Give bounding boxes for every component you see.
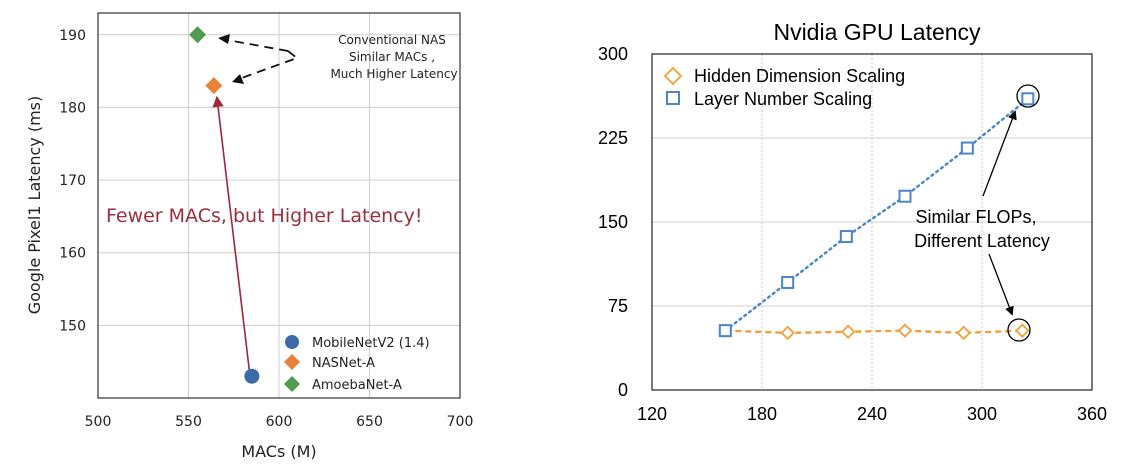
legend-nasnet-marker bbox=[284, 354, 300, 370]
annotation-arrow-down bbox=[988, 253, 1014, 316]
layer-number-scaling-point bbox=[898, 189, 912, 203]
hidden-dimension-scaling-point bbox=[1015, 323, 1030, 338]
left-x-tick-label: 500 bbox=[85, 414, 112, 430]
right-x-tick-label: 180 bbox=[747, 404, 777, 424]
hidden-dimension-scaling-point bbox=[956, 325, 971, 341]
legend-amoebanet-marker bbox=[284, 376, 300, 392]
legend-layer-number-label: Layer Number Scaling bbox=[694, 89, 872, 109]
layer-number-scaling-point bbox=[718, 324, 732, 338]
right-grid bbox=[652, 54, 1092, 390]
left-x-tick-label: 600 bbox=[266, 414, 293, 430]
right-x-tick-label: 300 bbox=[967, 404, 997, 424]
layer-number-scaling-point bbox=[960, 141, 974, 155]
left-y-tick-label: 170 bbox=[59, 173, 86, 189]
conventional-nas-text-line3: Much Higher Latency bbox=[330, 67, 457, 81]
left-x-tick-label: 550 bbox=[175, 414, 202, 430]
right-data-marks bbox=[718, 92, 1035, 341]
right-x-tick-label: 120 bbox=[637, 404, 667, 424]
similar-flops-text-line1: Similar FLOPs, bbox=[915, 207, 1036, 227]
conventional-nas-text-line2: Similar MACs , bbox=[349, 50, 435, 64]
left-y-tick-label: 180 bbox=[59, 100, 86, 116]
left-x-tick-label: 700 bbox=[447, 414, 474, 430]
legend-mobilenetv2-marker bbox=[285, 335, 299, 349]
left-y-tick-label: 160 bbox=[59, 246, 86, 262]
hidden-dimension-scaling-point bbox=[780, 325, 795, 341]
right-plot-frame bbox=[651, 53, 1093, 391]
layer-number-scaling-point bbox=[1021, 92, 1035, 106]
right-x-tick-label: 240 bbox=[857, 404, 887, 424]
legend-hidden-dimension-marker bbox=[663, 66, 683, 86]
layer-number-scaling-point bbox=[781, 275, 795, 289]
similar-flops-annotation: Similar FLOPs, Different Latency bbox=[914, 84, 1050, 342]
legend-mobilenetv2-label: MobileNetV2 (1.4) bbox=[312, 336, 430, 351]
left-y-axis-label: Google Pixel1 Latency (ms) bbox=[25, 96, 44, 315]
annotation-arrow-up bbox=[982, 110, 1017, 197]
left-grid bbox=[98, 13, 460, 398]
left-tick-labels: 500 550 600 650 700 150 160 170 180 190 bbox=[59, 28, 473, 430]
highlight-circle-layer-scaling bbox=[1016, 84, 1040, 108]
conventional-nas-bracket bbox=[221, 38, 299, 81]
fewer-macs-arrow bbox=[212, 95, 251, 377]
right-y-tick-label: 75 bbox=[608, 296, 628, 316]
hidden-dimension-scaling-point bbox=[840, 324, 856, 340]
right-y-tick-label: 225 bbox=[598, 128, 628, 148]
hidden-dimension-scaling-line bbox=[725, 329, 1023, 335]
right-tick-labels: 120 180 240 300 360 0 75 150 225 300 bbox=[598, 44, 1107, 424]
right-y-tick-label: 150 bbox=[598, 212, 628, 232]
conventional-nas-text-line1: Conventional NAS bbox=[338, 33, 446, 47]
similar-flops-text-line2: Different Latency bbox=[914, 231, 1050, 251]
layer-number-scaling-line bbox=[724, 97, 1030, 332]
left-x-axis-label: MACs (M) bbox=[241, 442, 316, 461]
left-x-tick-label: 650 bbox=[356, 414, 383, 430]
arrowhead-to-amoebanet bbox=[218, 34, 230, 44]
left-plot-frame bbox=[97, 12, 461, 399]
arrowhead-to-nasnet bbox=[232, 74, 244, 84]
conventional-nas-annotation: Conventional NAS Similar MACs , Much Hig… bbox=[218, 33, 458, 84]
right-legend: Hidden Dimension Scaling Layer Number Sc… bbox=[663, 66, 905, 109]
left-data-marks bbox=[189, 26, 260, 384]
gpu-latency-chart: Nvidia GPU Latency 120 180 240 300 360 0 75 150… bbox=[598, 19, 1107, 424]
right-y-tick-label: 0 bbox=[618, 380, 628, 400]
fewer-macs-annotation: Fewer MACs, but Higher Latency! bbox=[106, 205, 422, 227]
legend-nasnet-label: NASNet-A bbox=[312, 356, 375, 371]
layer-number-scaling-point bbox=[839, 230, 853, 244]
mobilenetv2-1-4-point bbox=[244, 368, 260, 384]
highlight-circle-hidden-scaling bbox=[1007, 318, 1031, 342]
right-y-tick-label: 300 bbox=[598, 44, 628, 64]
hidden-dimension-scaling-point bbox=[897, 323, 913, 338]
amoebanet-a-point bbox=[189, 26, 207, 44]
legend-layer-number-marker bbox=[666, 91, 680, 105]
right-chart-title: Nvidia GPU Latency bbox=[773, 19, 981, 45]
legend-hidden-dimension-label: Hidden Dimension Scaling bbox=[694, 66, 905, 86]
left-legend: MobileNetV2 (1.4) NASNet-A AmoebaNet-A bbox=[284, 335, 430, 393]
legend-amoebanet-label: AmoebaNet-A bbox=[312, 378, 402, 393]
left-y-tick-label: 190 bbox=[59, 28, 86, 44]
right-x-tick-label: 360 bbox=[1077, 404, 1107, 424]
left-y-tick-label: 150 bbox=[59, 318, 86, 334]
nasnet-a-point bbox=[205, 77, 223, 95]
